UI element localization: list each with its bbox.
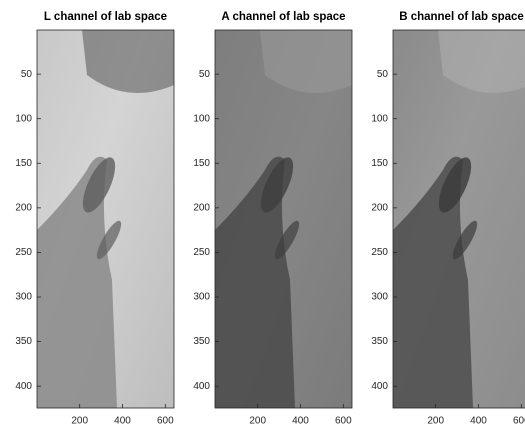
y-tick-label: 250 — [15, 247, 32, 258]
image — [37, 30, 174, 408]
x-tick-label: 400 — [470, 416, 487, 427]
y-tick-label: 300 — [193, 292, 210, 303]
y-tick-label: 100 — [193, 113, 210, 124]
x-tick-label: 200 — [427, 416, 444, 427]
y-tick-label: 100 — [15, 113, 32, 124]
y-tick-label: 350 — [371, 336, 388, 347]
x-tick-label: 400 — [292, 416, 309, 427]
y-tick-label: 200 — [15, 202, 32, 213]
y-tick-label: 400 — [371, 381, 388, 392]
x-tick-label: 400 — [114, 416, 131, 427]
image — [215, 30, 352, 408]
figure: L channel of lab space 50 100 150 200 250 300 3… — [0, 0, 525, 430]
y-tick-label: 350 — [193, 336, 210, 347]
image — [393, 30, 525, 408]
y-tick-label: 150 — [193, 158, 210, 169]
y-tick-label: 50 — [377, 69, 389, 80]
y-tick-label: 400 — [15, 381, 32, 392]
y-tick-label: 300 — [15, 292, 32, 303]
axes-title: B channel of lab space — [399, 11, 524, 23]
y-tick-label: 100 — [371, 113, 388, 124]
y-tick-label: 400 — [193, 381, 210, 392]
x-tick-label: 200 — [71, 416, 88, 427]
y-tick-label: 200 — [193, 202, 210, 213]
y-tick-label: 350 — [15, 336, 32, 347]
y-tick-label: 150 — [371, 158, 388, 169]
y-tick-label: 50 — [199, 69, 211, 80]
y-tick-label: 300 — [371, 292, 388, 303]
y-tick-label: 250 — [371, 247, 388, 258]
x-tick-label: 600 — [335, 416, 352, 427]
y-tick-label: 250 — [193, 247, 210, 258]
y-tick-label: 50 — [21, 69, 33, 80]
axes-title: L channel of lab space — [44, 11, 167, 23]
axes-title: A channel of lab space — [221, 11, 345, 23]
page: L channel of lab space 50 100 150 200 250 300 3… — [0, 0, 525, 430]
y-tick-label: 150 — [15, 158, 32, 169]
x-tick-label: 200 — [249, 416, 266, 427]
x-tick-label: 600 — [157, 416, 174, 427]
y-tick-label: 200 — [371, 202, 388, 213]
x-tick-label: 600 — [513, 416, 525, 427]
